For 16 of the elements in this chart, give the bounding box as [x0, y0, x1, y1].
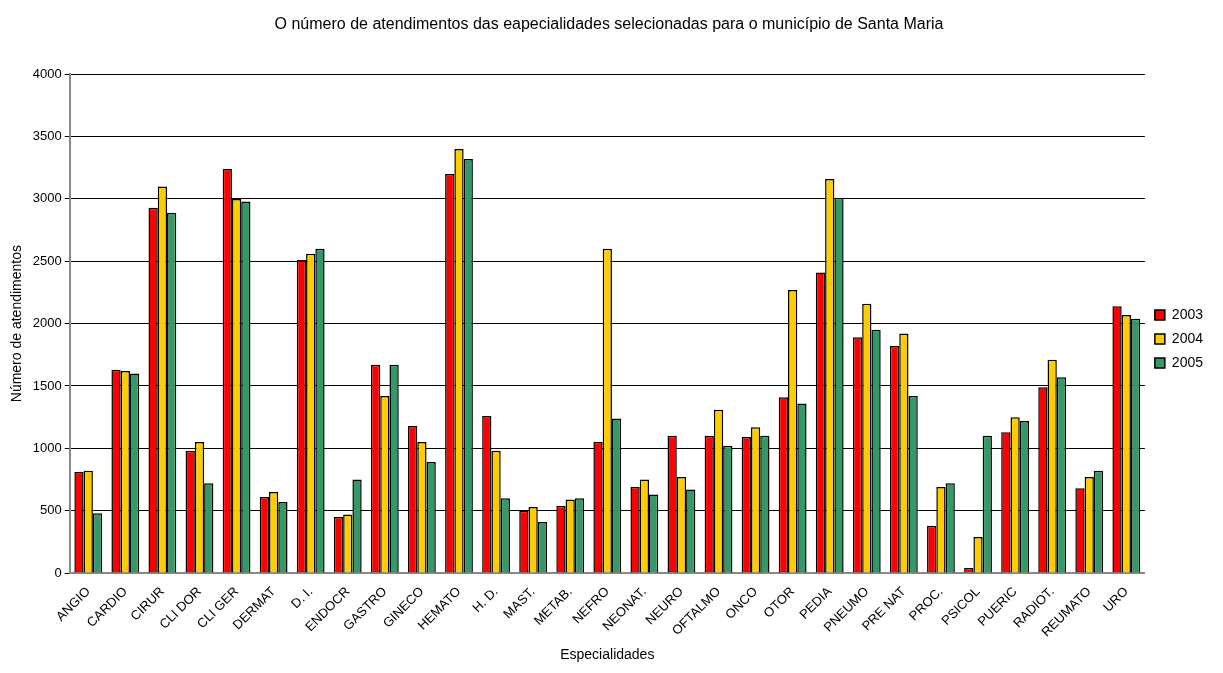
y-tick-label: 500 — [40, 502, 62, 518]
y-tick-label: 2500 — [32, 252, 62, 268]
y-tick-label: 2000 — [32, 315, 62, 331]
legend-label: 2003 — [1171, 305, 1204, 322]
y-tick-label: 3500 — [32, 128, 62, 144]
y-tick-label: 3000 — [32, 190, 62, 206]
y-tick-label: 1500 — [32, 377, 62, 393]
y-axis-title: Número de atendimentos — [8, 245, 25, 403]
y-tick-label: 0 — [54, 564, 62, 580]
legend-label: 2005 — [1171, 353, 1204, 370]
y-tick-label: 4000 — [32, 65, 62, 81]
chart-title: O número de atendimentos das eapecialidades selecionadas para o município de Santa Maria — [274, 15, 944, 33]
x-axis-title: Especialidades — [560, 646, 655, 663]
y-tick-label: 1000 — [32, 439, 62, 455]
legend-label: 2004 — [1171, 329, 1204, 346]
x-tick-label: H. D. — [469, 583, 501, 616]
